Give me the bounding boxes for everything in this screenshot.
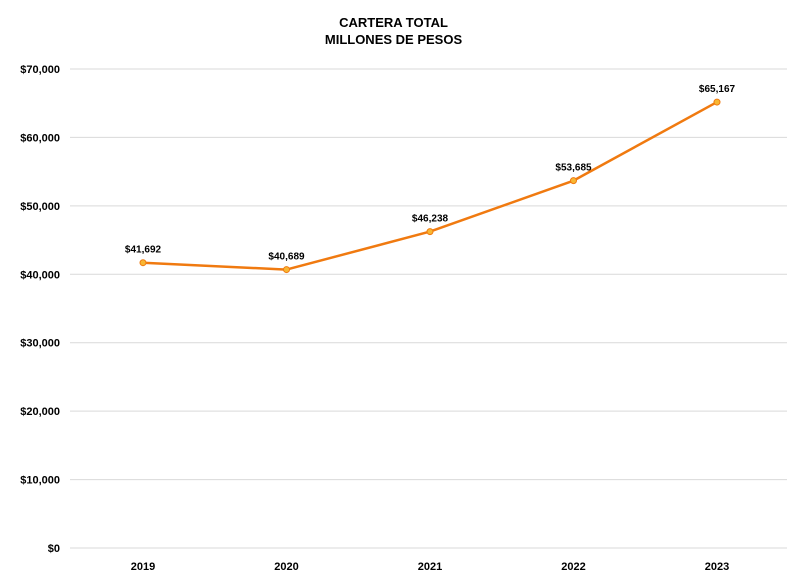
y-tick-label: $30,000 xyxy=(20,338,60,350)
y-tick-label: $20,000 xyxy=(20,406,60,418)
y-tick-label: $40,000 xyxy=(20,269,60,281)
y-tick-label: $60,000 xyxy=(20,132,60,144)
y-tick-label: $10,000 xyxy=(20,475,60,487)
data-point xyxy=(426,228,434,236)
data-label: $41,692 xyxy=(125,245,162,256)
data-point xyxy=(283,266,290,274)
data-label: $53,685 xyxy=(555,163,592,174)
data-point xyxy=(713,98,721,106)
data-label: $40,689 xyxy=(268,252,305,263)
data-point xyxy=(570,177,577,185)
y-tick-label: $50,000 xyxy=(20,201,60,213)
y-tick-label: $0 xyxy=(48,543,60,555)
x-tick-label: 2020 xyxy=(274,561,298,573)
x-tick-label: 2019 xyxy=(131,561,155,573)
chart-title-block: CARTERA TOTAL MILLONES DE PESOS xyxy=(0,14,787,48)
data-point xyxy=(139,259,147,267)
series-line xyxy=(142,100,718,271)
x-tick-label: 2021 xyxy=(418,561,442,573)
x-tick-label: 2023 xyxy=(705,561,729,573)
chart-subtitle: MILLONES DE PESOS xyxy=(324,32,463,47)
data-label: $65,167 xyxy=(699,84,736,95)
chart-title: CARTERA TOTAL xyxy=(339,15,448,30)
y-tick-label: $70,000 xyxy=(20,64,60,76)
data-label: $46,238 xyxy=(412,214,449,225)
x-tick-label: 2022 xyxy=(561,561,585,573)
